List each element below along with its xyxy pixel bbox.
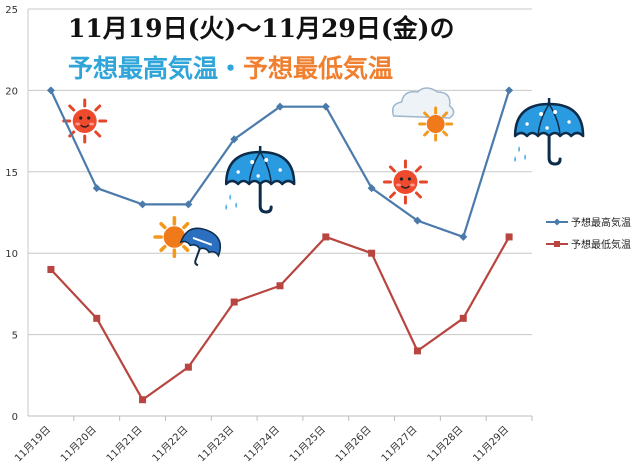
title-high-label: 予想最高気温 — [68, 54, 218, 83]
x-tick-label: 11月22日 — [150, 424, 191, 465]
title-low-label: 予想最低気温 — [243, 54, 393, 83]
series-line-1 — [50, 235, 511, 401]
title-separator: ・ — [218, 54, 243, 83]
sun-umbrella-icon — [153, 216, 227, 272]
series-point — [230, 135, 239, 144]
y-tick-label: 10 — [5, 249, 18, 260]
y-tick-label: 20 — [5, 86, 18, 97]
x-tick-label: 11月23日 — [196, 424, 237, 465]
x-tick-label: 11月24日 — [241, 424, 282, 465]
x-tick-label: 11月28日 — [425, 424, 466, 465]
y-tick-label: 5 — [12, 331, 18, 342]
series-point — [184, 200, 193, 209]
series-point — [413, 216, 422, 225]
series-point — [459, 314, 467, 322]
series-point — [367, 184, 376, 193]
series-point — [505, 233, 513, 241]
sun-glyph — [382, 159, 428, 205]
y-tick-label: 15 — [5, 168, 18, 179]
umbrella-glyph — [512, 96, 585, 166]
legend-label: 予想最高気温 — [571, 216, 631, 229]
series-point — [184, 363, 192, 371]
series-point — [46, 86, 55, 95]
y-tick-label: 25 — [5, 5, 18, 16]
x-tick-label: 11月25日 — [287, 424, 328, 465]
series-point — [92, 184, 101, 193]
series-point — [368, 249, 376, 257]
umbrella-rain-icon — [223, 144, 296, 214]
series-point — [321, 102, 330, 111]
series-point — [139, 396, 147, 404]
series-point — [230, 298, 238, 306]
series-point — [459, 232, 468, 241]
legend-marker — [554, 241, 560, 247]
x-tick-label: 11月26日 — [333, 424, 374, 465]
sun-glyph — [62, 98, 108, 144]
y-tick-label: 0 — [12, 412, 18, 423]
chart-title-line2: 予想最高気温・予想最低気温 — [68, 54, 393, 83]
legend-label: 予想最低気温 — [571, 238, 631, 251]
x-tick-label: 11月19日 — [12, 424, 53, 465]
x-tick-label: 11月29日 — [471, 424, 512, 465]
umbrella-glyph — [223, 144, 296, 214]
x-axis-ticks: 11月19日 11月20日 11月21日 11月22日 11月23日 11月24日 11月2… — [12, 416, 533, 465]
series-point — [276, 282, 284, 290]
x-tick-label: 11月27日 — [379, 424, 420, 465]
legend-marker — [553, 218, 561, 226]
y-axis-ticks: 0 5 10 15 20 25 — [5, 5, 18, 423]
series-point — [322, 233, 330, 241]
sun-glyph — [418, 106, 454, 142]
cloud-sun-icon — [391, 87, 455, 142]
sun-icon — [62, 98, 108, 144]
series-point — [47, 265, 55, 273]
series-point — [276, 102, 284, 111]
x-tick-label: 11月20日 — [58, 424, 99, 465]
x-tick-label: 11月21日 — [104, 424, 145, 465]
umbrella-rain-icon — [512, 96, 585, 166]
chart-title-line1: 11月19日(火)～11月29日(金)の — [68, 14, 454, 43]
series-point — [505, 86, 514, 95]
sun-icon — [382, 159, 428, 205]
series-point — [413, 347, 421, 355]
series-point — [138, 200, 147, 209]
series-layer — [46, 86, 514, 404]
grid — [27, 8, 532, 417]
series-point — [93, 314, 101, 322]
